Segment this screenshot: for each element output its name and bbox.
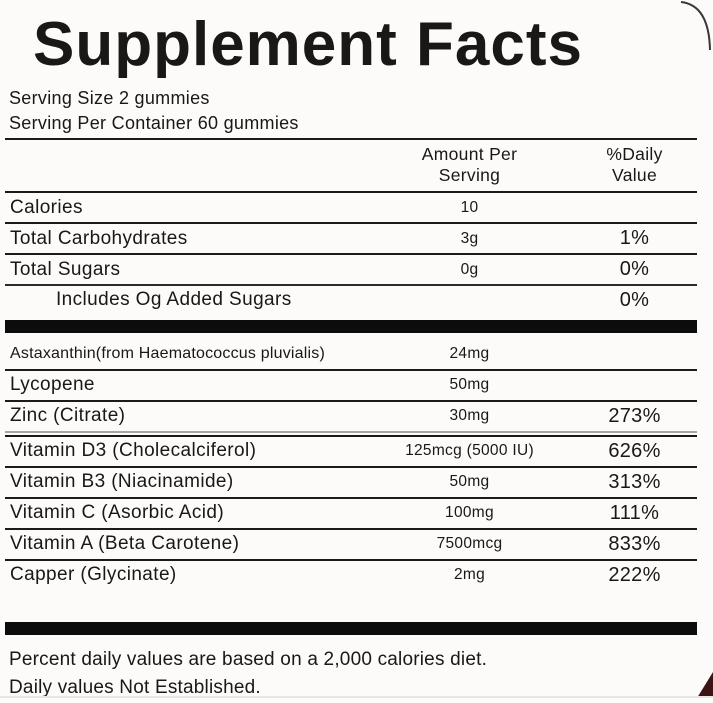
footnote-not-established: Daily values Not Established. xyxy=(9,677,261,699)
nutrient-row: Vitamin D3 (Cholecalciferol) 125mcg (5000… xyxy=(5,437,697,466)
label-title: Supplement Facts xyxy=(33,10,583,79)
nutrient-row: Total Carbohydrates 3g 1% xyxy=(5,224,697,253)
nutrient-amount: 0g xyxy=(460,260,479,278)
nutrient-amount: 7500mcg xyxy=(436,535,503,553)
nutrient-daily-value: 1% xyxy=(619,227,650,250)
facts-table-header: Amount Per Serving %Daily Value xyxy=(5,140,697,191)
serving-per-container: Serving Per Container 60 gummies xyxy=(9,112,299,133)
nutrient-daily-value: 273% xyxy=(608,404,661,427)
footnotes: Percent daily values are based on a 2,00… xyxy=(9,646,713,703)
nutrient-daily-value: 313% xyxy=(608,470,661,493)
nutrient-row: Vitamin A (Beta Carotene) 7500mcg 833% xyxy=(5,530,697,559)
facts-table-body: Calories 10 Total Carbohydrates 3g 1% Total S… xyxy=(0,193,713,590)
row-divider xyxy=(5,430,697,437)
column-header-daily-value: %Daily Value xyxy=(606,144,663,185)
row-divider xyxy=(5,496,697,499)
footer-thick-divider xyxy=(5,621,697,635)
label-corner-curve xyxy=(680,1,711,51)
nutrient-row: Includes Og Added Sugars 0% xyxy=(5,286,697,315)
nutrient-daily-value: 111% xyxy=(609,501,660,524)
nutrient-name: Capper (Glycinate) xyxy=(10,564,177,586)
nutrient-name: Lycopene xyxy=(10,374,95,396)
nutrient-name: Vitamin A (Beta Carotene) xyxy=(10,533,240,555)
nutrient-amount: 24mg xyxy=(449,345,490,363)
row-divider xyxy=(5,465,697,468)
nutrient-row: Total Sugars 0g 0% xyxy=(5,255,697,284)
nutrient-row: Calories 10 xyxy=(5,193,697,222)
nutrient-name: Total Carbohydrates xyxy=(10,227,188,249)
nutrient-row: Zinc (Citrate) 30mg 273% xyxy=(5,402,697,431)
footnote-daily-values: Percent daily values are based on a 2,00… xyxy=(9,648,488,670)
header-bottom-rule xyxy=(5,191,697,194)
nutrient-amount: 10 xyxy=(460,198,479,216)
nutrient-name: Zinc (Citrate) xyxy=(10,405,126,427)
row-divider xyxy=(5,284,697,286)
nutrient-name: Total Sugars xyxy=(10,258,121,280)
nutrient-row: Lycopene 50mg xyxy=(5,371,697,400)
nutrient-name: Includes Og Added Sugars xyxy=(56,289,292,311)
row-divider xyxy=(5,368,697,371)
nutrient-row: Vitamin B3 (Niacinamide) 50mg 313% xyxy=(5,468,697,497)
nutrient-daily-value: 222% xyxy=(608,563,661,586)
nutrient-name: Vitamin B3 (Niacinamide) xyxy=(10,471,234,493)
bottom-edge-line xyxy=(0,696,713,698)
row-divider xyxy=(5,253,697,256)
nutrient-name: Calories xyxy=(10,196,83,218)
nutrient-name: Vitamin D3 (Cholecalciferol) xyxy=(10,440,257,462)
nutrient-daily-value: 833% xyxy=(608,532,661,555)
serving-info: Serving Size 2 gummies Serving Per Conta… xyxy=(9,87,713,134)
nutrient-daily-value: 0% xyxy=(619,258,650,281)
nutrient-amount: 3g xyxy=(460,229,479,247)
nutrient-name: Vitamin C (Asorbic Acid) xyxy=(10,502,225,524)
nutrient-row: Astaxanthin(from Haematococcus pluvialis… xyxy=(5,340,697,369)
row-divider xyxy=(5,399,697,402)
nutrient-row: Vitamin C (Asorbic Acid) 100mg 111% xyxy=(5,499,697,528)
nutrient-name: Astaxanthin(from Haematococcus pluvialis… xyxy=(10,345,325,363)
header-top-rule xyxy=(5,138,697,141)
serving-size: Serving Size 2 gummies xyxy=(9,88,210,109)
nutrient-daily-value: 0% xyxy=(619,288,650,311)
row-divider xyxy=(5,558,697,561)
nutrient-amount: 2mg xyxy=(453,566,486,584)
row-divider xyxy=(5,222,697,225)
nutrient-amount: 50mg xyxy=(449,376,490,394)
nutrient-daily-value: 626% xyxy=(608,439,661,462)
nutrient-amount: 100mg xyxy=(445,504,494,522)
row-divider xyxy=(5,527,697,530)
table-bottom-gap xyxy=(0,590,713,617)
thick-divider xyxy=(5,319,697,333)
column-header-amount: Amount Per Serving xyxy=(421,144,518,185)
nutrient-row: Capper (Glycinate) 2mg 222% xyxy=(5,561,697,590)
corner-artifact-mark xyxy=(697,672,713,698)
nutrient-amount: 30mg xyxy=(449,407,490,425)
nutrient-amount: 50mg xyxy=(449,473,490,491)
nutrient-amount: 125mcg (5000 IU) xyxy=(405,442,534,460)
